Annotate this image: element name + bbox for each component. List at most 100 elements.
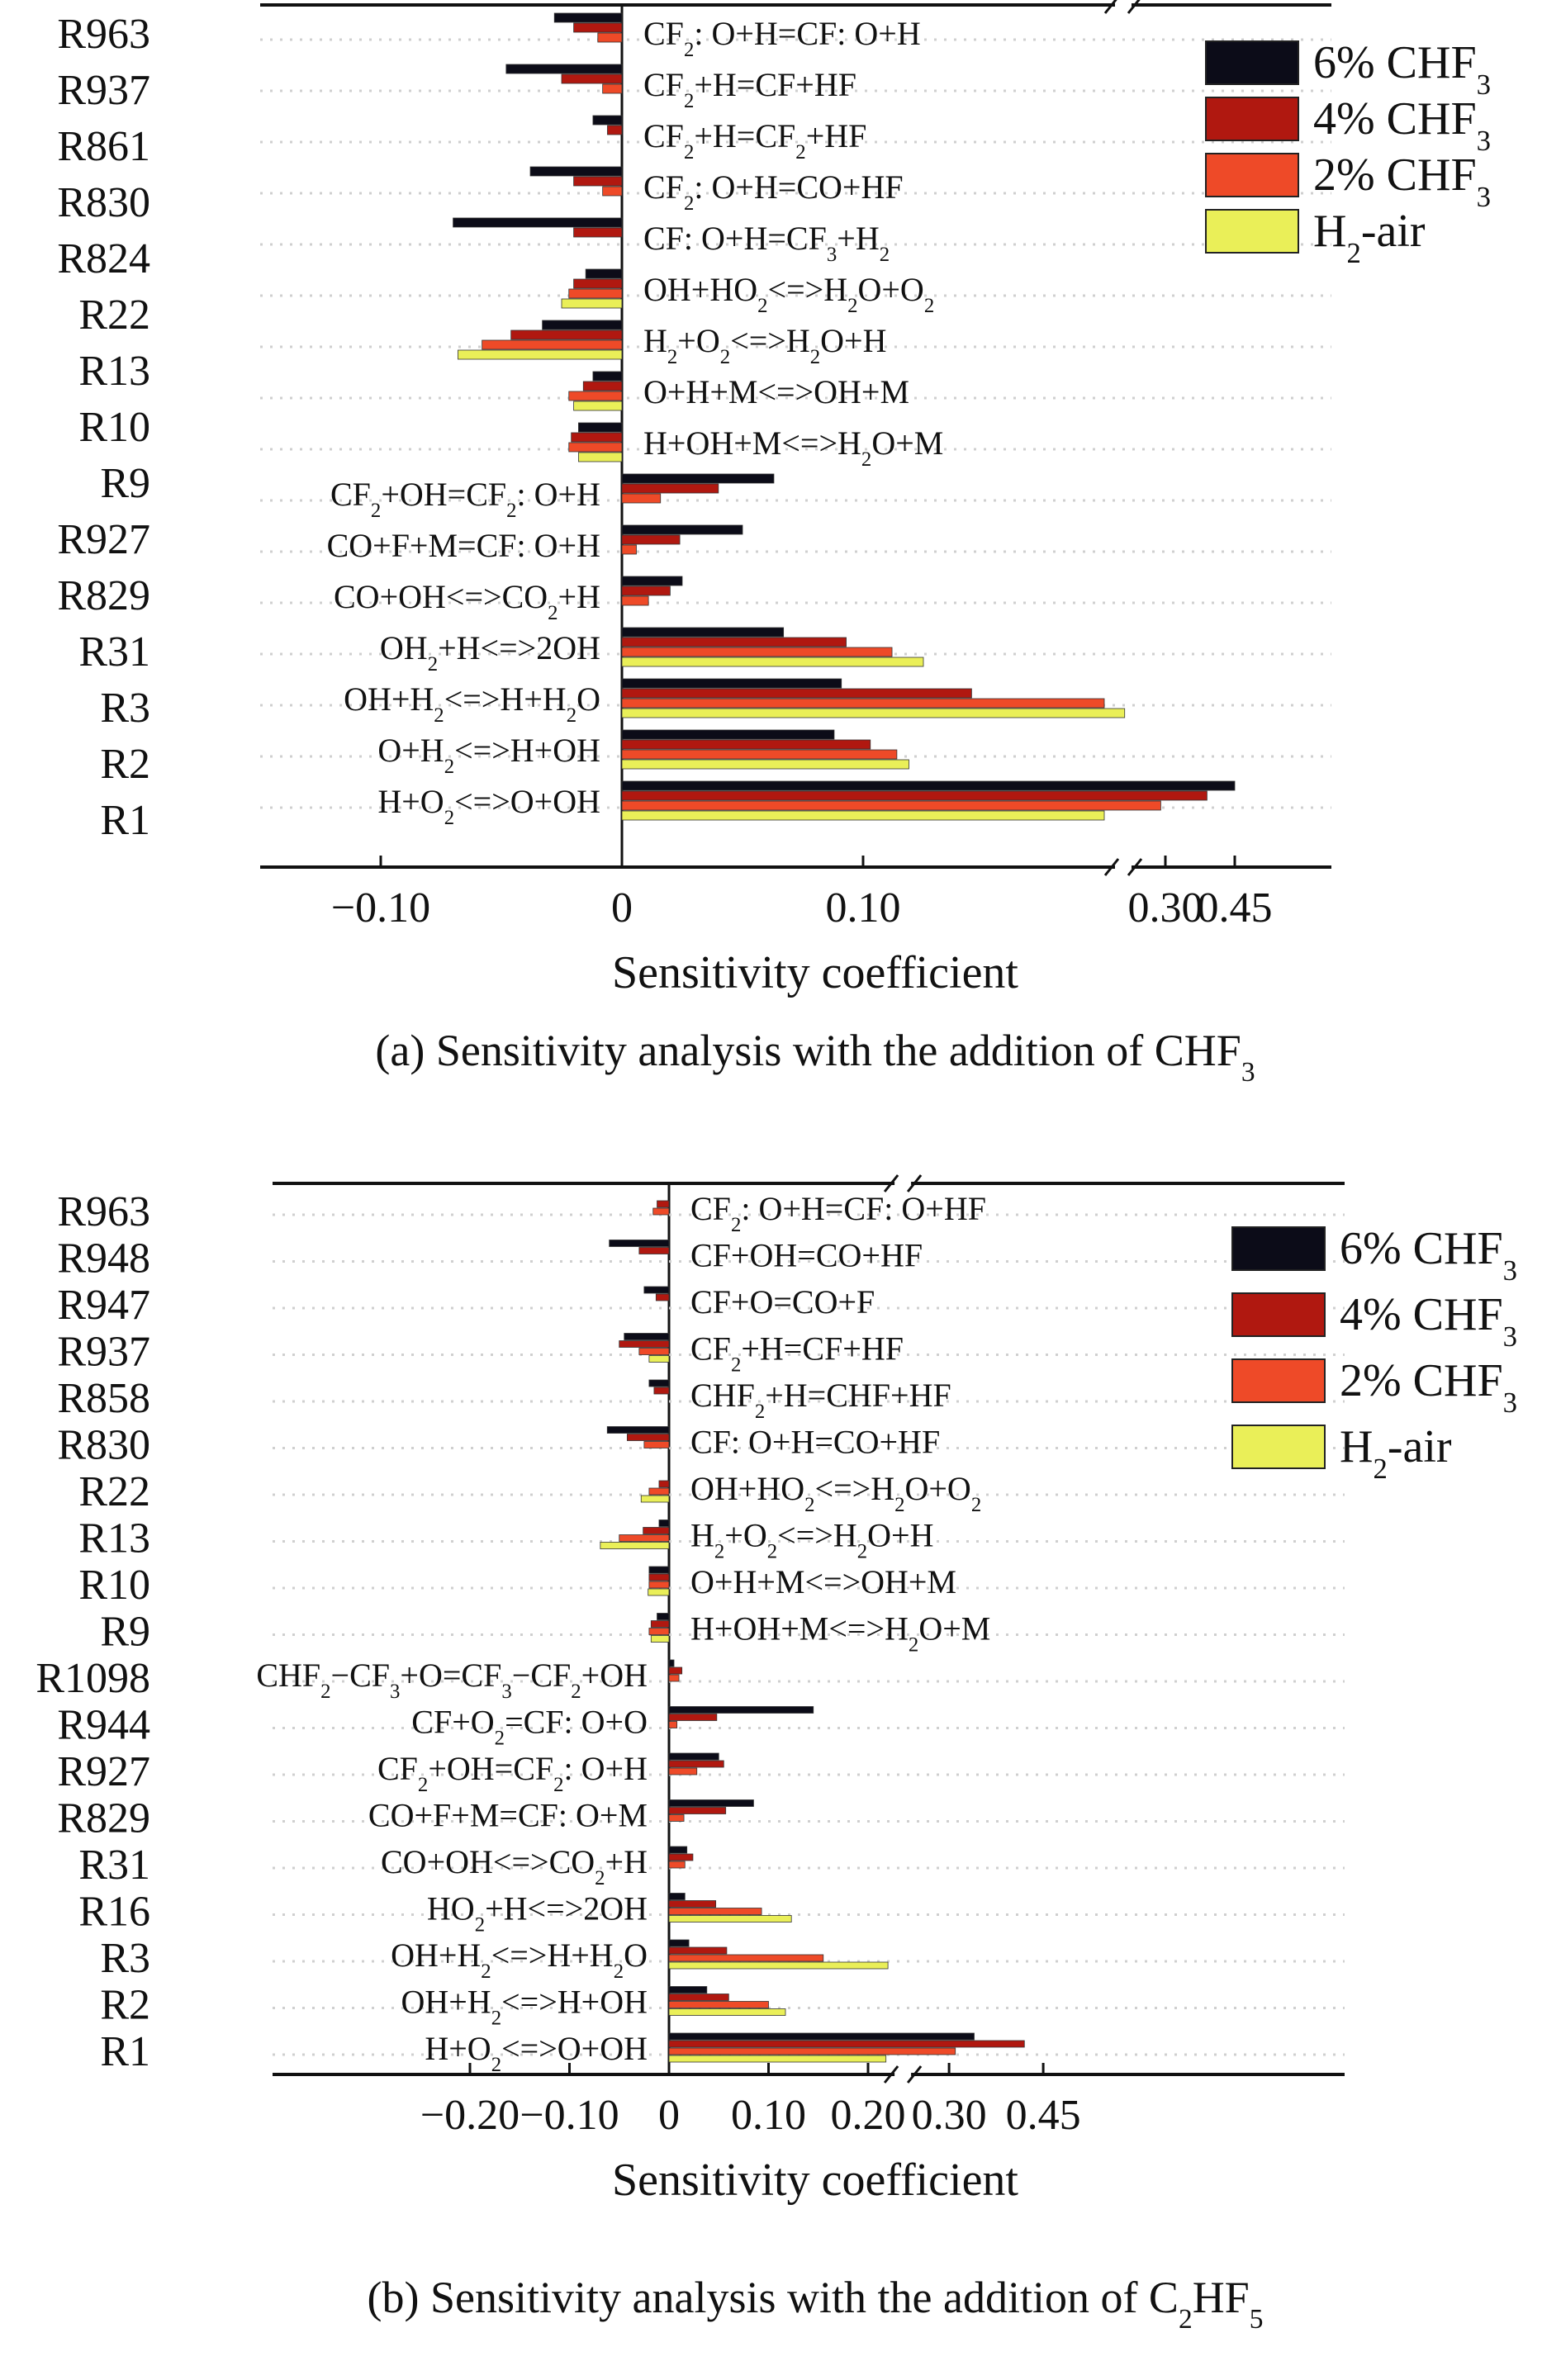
bar-R16-s4 [668,1900,717,1908]
bar-R13-h2 [600,1542,670,1549]
legend-label: H2-air [1313,206,1426,269]
reaction-label: H2+O2<=>H2O+H [643,322,886,368]
reaction-label: H2+O2<=>H2O+H [690,1517,933,1563]
legend-label: 4% CHF3 [1340,1289,1517,1353]
axis-break-mark [883,2065,899,2084]
bar-R830-s6 [606,1426,670,1434]
reaction-label: CO+F+M=CF: O+M [368,1797,648,1834]
bar-R947-s6 [643,1286,670,1294]
reaction-label: CF2+H=CF2+HF [643,117,866,164]
reaction-label: CO+F+M=CF: O+H [327,527,600,564]
reaction-id: R944 [57,1702,150,1749]
bar-R2-s6 [668,1986,708,1994]
reaction-id: R10 [78,404,150,451]
bar-R31-s6 [621,576,683,586]
bar-R963-s6 [553,12,623,23]
bar-R3-h2 [621,657,924,667]
reaction-label: CF2: O+H=CO+HF [643,168,904,215]
bar-R3-h2 [668,1961,889,1970]
reaction-id: R948 [57,1235,150,1282]
reaction-label: H+O2<=>O+OH [377,783,600,829]
reaction-label: CO+OH<=>CO2+H [381,1843,648,1889]
reaction-id: R22 [78,1468,150,1515]
bar-R9-s6 [657,1613,670,1620]
legend-swatch [1205,40,1299,85]
reaction-id: R16 [78,1889,150,1936]
reaction-label: H+OH+M<=>H2O+M [690,1610,990,1657]
legend-label: H2-air [1340,1421,1452,1485]
x-tick-label: −0.20 [420,2092,520,2139]
axis-break-gap [1115,860,1132,874]
x-tick-label: −0.10 [331,884,430,932]
reaction-id: R861 [57,123,150,170]
reaction-id: R937 [57,1329,150,1376]
bar-R13-h2 [458,349,623,360]
reaction-label: OH+HO2<=>H2O+O2 [643,271,934,317]
bar-R3-s6 [621,627,785,638]
chart-b: −0.20 −0.10 0 0.10 0.20 0.30 0.45 Sensitivity c… [36,1174,1517,2335]
bar-R2-s6 [621,678,842,689]
bar-R9-h2 [578,452,623,462]
axis-break-mark [906,2065,923,2084]
bar-R9-s2 [648,1628,670,1635]
bar-R13-s4 [510,330,623,340]
axis-break-gap [1115,0,1132,12]
legend-swatch [1205,97,1299,141]
bar-R1-s2 [621,749,898,760]
legend-swatch [1231,1226,1326,1271]
bar-R2-s4 [668,1994,729,2001]
bar-R3-s2 [668,1954,824,1962]
reaction-id: R2 [100,1982,150,2029]
bar-R31-s4 [668,1853,694,1861]
x-tick-label: 0.30 [1128,884,1203,932]
bar-row-s6 [621,780,1236,791]
bar-R22-s2 [568,288,623,299]
bar-R937-s2 [602,83,623,94]
x-tick-label: −0.10 [520,2092,619,2139]
bar-R16-s2 [668,1908,762,1915]
x-tick-label: 0.45 [1198,884,1273,932]
reaction-label: OH+HO2<=>H2O+O2 [690,1470,981,1516]
bar-R1-s4 [621,739,871,750]
bar-R16-s6 [668,1893,686,1900]
reaction-label: CF2: O+H=CF: O+HF [690,1190,986,1236]
legend-swatch [1231,1425,1326,1469]
axis-break-gap [894,1177,912,1190]
bar-R829-s2 [621,544,637,555]
x-tick-label: 0.20 [831,2092,906,2139]
x-axis-label: Sensitivity coefficient [612,947,1018,998]
bar-R944-s4 [668,1714,718,1721]
reaction-label: O+H+M<=>OH+M [643,373,909,410]
bar-R927-s4 [621,483,719,494]
reaction-id: R927 [57,1748,150,1795]
bar-R927-s6 [621,473,775,484]
x-tick-label: 0 [658,2092,680,2139]
reaction-id: R830 [57,179,150,226]
x-tick-label: 0.45 [1006,2092,1081,2139]
reaction-label: CF2+OH=CF2: O+H [330,476,600,522]
legend-label: 6% CHF3 [1340,1223,1517,1287]
reaction-id: R31 [78,1842,150,1889]
reaction-id: R858 [57,1375,150,1422]
reaction-label: OH+H2<=>H+H2O [391,1937,648,1983]
bar-R963-s2 [597,32,623,43]
reaction-label: CHF2−CF3+O=CF3−CF2+OH [256,1657,648,1703]
axis-break-mark [906,1174,923,1192]
x-axis-label: Sensitivity coefficient [612,2155,1018,2206]
bar-R944-s6 [668,1706,814,1714]
legend-swatch [1205,209,1299,254]
reaction-label: CF+O2=CF: O+O [411,1704,648,1750]
bar-row-h2 [621,810,1105,821]
bar-R13-s4 [643,1527,670,1534]
bar-R9-s4 [650,1620,670,1628]
bar-R948-s6 [609,1240,670,1247]
reaction-id: R963 [57,11,150,58]
reaction-label: CF2: O+H=CF: O+H [643,15,921,61]
bar-row-s2 [621,800,1161,811]
bar-R31-s2 [621,595,649,606]
bar-R10-s6 [592,371,623,382]
bar-R927-s2 [668,1767,698,1776]
bar-R10-s2 [568,391,623,401]
bar-R22-s6 [585,268,623,279]
